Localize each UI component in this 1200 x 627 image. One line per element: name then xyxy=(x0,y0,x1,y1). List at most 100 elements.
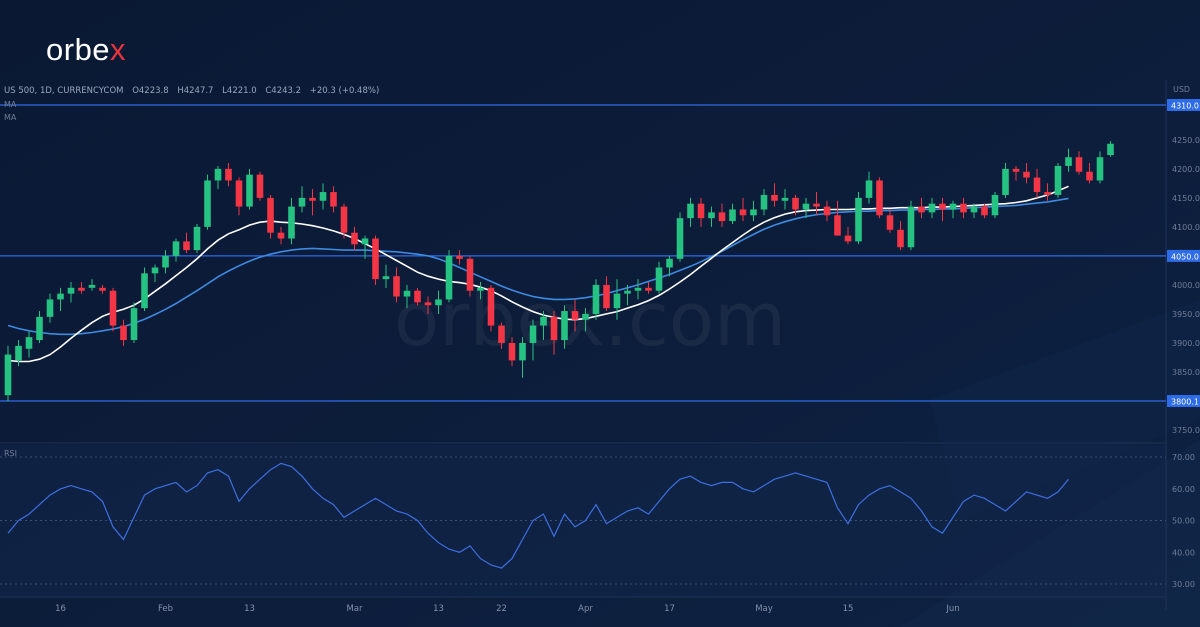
candle-up xyxy=(708,212,715,219)
candle-down xyxy=(792,197,799,210)
candle-down xyxy=(897,229,904,248)
candle-down xyxy=(939,203,946,210)
candle-up xyxy=(781,197,789,201)
candle-up xyxy=(907,206,915,248)
ma-slow-line xyxy=(7,197,1069,336)
time-tick-label: Jun xyxy=(945,604,959,614)
candle-down xyxy=(1012,168,1020,172)
price-tick-label: 3900.0 xyxy=(1172,339,1200,348)
candle-down xyxy=(466,258,474,291)
ohlc-open: O4223.8 xyxy=(132,86,169,96)
candle-down xyxy=(876,180,883,216)
time-tick-label: 13 xyxy=(433,604,444,614)
candle-up xyxy=(540,316,547,326)
candle-down xyxy=(330,192,337,207)
candle-up xyxy=(865,180,873,198)
candle-up xyxy=(67,287,75,294)
symbol-header: US 500, 1D, CURRENCYCOM O4223.8 H4247.7 … xyxy=(4,86,385,96)
candle-up xyxy=(582,313,589,320)
rsi-tick-label: 40.00 xyxy=(1172,548,1195,557)
candle-up xyxy=(382,276,390,280)
orbex-logo: orbex xyxy=(46,32,127,67)
candle-up xyxy=(676,218,684,259)
candle-up xyxy=(214,168,222,181)
candle-up xyxy=(1002,168,1009,195)
candle-down xyxy=(277,232,285,239)
candle-down xyxy=(813,203,820,207)
level-price-tag xyxy=(1167,249,1200,262)
price-tick-label: 4150.0 xyxy=(1172,194,1200,203)
time-tick-label: 15 xyxy=(843,604,854,614)
watermark: orbex.com xyxy=(394,277,786,363)
price-change: +20.3 (+0.48%) xyxy=(309,86,380,96)
candle-down xyxy=(1033,177,1041,193)
candle-up xyxy=(361,238,369,245)
candle-down xyxy=(550,316,558,341)
candle-down xyxy=(225,168,232,181)
rsi-tick-label: 70.00 xyxy=(1172,453,1195,462)
candle-down xyxy=(351,232,358,245)
candle-up xyxy=(4,354,12,396)
price-tick-label: 3750.0 xyxy=(1172,426,1200,435)
candle-down xyxy=(844,235,852,242)
candle-up xyxy=(477,287,484,291)
candle-down xyxy=(1075,157,1083,172)
candle-down xyxy=(498,325,505,343)
time-tick-label: 17 xyxy=(664,604,675,614)
candle-down xyxy=(1044,192,1051,195)
candle-up xyxy=(298,197,306,207)
candle-up xyxy=(246,174,253,207)
candle-up xyxy=(750,209,757,216)
candle-down xyxy=(960,203,967,213)
candle-down xyxy=(372,238,379,280)
candle-down xyxy=(393,276,400,297)
candle-down xyxy=(424,302,432,306)
rsi-tick-label: 50.00 xyxy=(1172,517,1195,526)
candle-down xyxy=(309,197,316,201)
price-tick-label: 4000.0 xyxy=(1172,281,1200,290)
level-price-tag xyxy=(1167,395,1200,407)
candle-up xyxy=(193,226,201,251)
candle-down xyxy=(834,215,841,236)
candle-up xyxy=(624,290,631,294)
time-tick-label: 16 xyxy=(55,604,66,614)
candle-up xyxy=(991,194,999,216)
candle-up xyxy=(1065,157,1072,166)
candle-up xyxy=(57,293,64,300)
price-tick-label: 4250.0 xyxy=(1172,136,1200,145)
rsi-line xyxy=(7,462,1069,569)
time-tick-label: Mar xyxy=(346,604,363,614)
candle-up xyxy=(36,316,43,341)
candle-up xyxy=(141,273,148,309)
level-price-tag-label: 4310.0 xyxy=(1171,102,1199,111)
candle-down xyxy=(718,212,726,222)
candle-down xyxy=(603,284,610,309)
time-tick-label: Feb xyxy=(158,604,173,614)
candle-up xyxy=(445,255,453,300)
candle-down xyxy=(697,203,705,219)
price-tick-label: 3950.0 xyxy=(1172,310,1200,319)
candle-up xyxy=(403,290,411,297)
rsi-indicator-label[interactable]: RSI xyxy=(4,449,17,458)
candle-up xyxy=(949,203,957,210)
ma-indicator-label-2[interactable]: MA xyxy=(4,113,17,122)
price-tick-label: 4100.0 xyxy=(1172,223,1200,232)
ma-indicator-label-1[interactable]: MA xyxy=(4,100,17,109)
time-tick-label: 13 xyxy=(244,604,255,614)
candle-up xyxy=(519,342,526,361)
candle-up xyxy=(802,203,810,210)
candle-up xyxy=(666,258,673,268)
ohlc-close: C4243.2 xyxy=(265,86,302,96)
currency-label: USD xyxy=(1173,85,1191,94)
candle-up xyxy=(634,287,642,291)
candle-up xyxy=(613,293,621,309)
level-price-tag-label: 3800.1 xyxy=(1171,398,1199,407)
candle-down xyxy=(99,287,106,291)
candle-down xyxy=(120,325,127,341)
candle-up xyxy=(655,267,663,291)
candle-up xyxy=(1054,165,1062,195)
candle-down xyxy=(340,206,348,233)
candle-down xyxy=(918,206,925,213)
candle-down xyxy=(886,215,894,230)
